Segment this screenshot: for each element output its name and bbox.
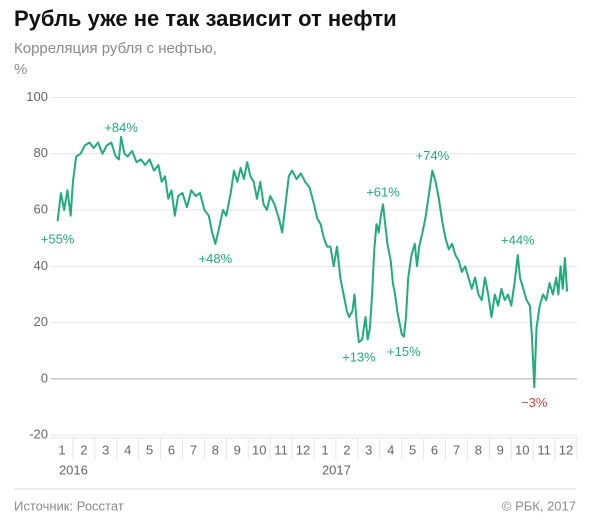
series-line bbox=[56, 135, 569, 389]
x-tick-label: 10 bbox=[252, 442, 266, 457]
y-unit: % bbox=[14, 61, 27, 78]
x-tick-label: 5 bbox=[146, 442, 153, 457]
x-tick-label: 3 bbox=[365, 442, 372, 457]
credit: © РБК, 2017 bbox=[502, 498, 576, 513]
annotation: +44% bbox=[501, 232, 535, 247]
x-tick-label: 6 bbox=[168, 442, 175, 457]
y-tick-label: 0 bbox=[41, 370, 48, 385]
year-label: 2016 bbox=[59, 462, 88, 477]
source: Источник: Росстат bbox=[14, 498, 124, 513]
y-tick-label: 60 bbox=[34, 201, 48, 216]
y-tick-label: 80 bbox=[34, 145, 48, 160]
x-tick-label: 1 bbox=[321, 442, 328, 457]
x-tick-label: 12 bbox=[296, 442, 310, 457]
y-tick-label: 40 bbox=[34, 258, 48, 273]
year-label: 2017 bbox=[322, 462, 351, 477]
annotation: +55% bbox=[41, 232, 75, 247]
x-tick-label: 6 bbox=[431, 442, 438, 457]
chart-subtitle: Корреляция рубля с нефтью, bbox=[14, 40, 217, 57]
x-tick-label: 8 bbox=[212, 442, 219, 457]
y-tick-label: 100 bbox=[26, 89, 48, 104]
x-tick-label: 7 bbox=[190, 442, 197, 457]
x-tick-label: 12 bbox=[559, 442, 573, 457]
annotation: +74% bbox=[416, 148, 450, 163]
x-tick-label: 10 bbox=[515, 442, 529, 457]
y-tick-label: 20 bbox=[34, 314, 48, 329]
annotation: +48% bbox=[199, 251, 233, 266]
x-tick-label: 9 bbox=[497, 442, 504, 457]
x-tick-label: 5 bbox=[409, 442, 416, 457]
annotation: +13% bbox=[342, 350, 376, 365]
x-tick-label: 8 bbox=[475, 442, 482, 457]
x-tick-label: 1 bbox=[58, 442, 65, 457]
x-tick-label: 9 bbox=[234, 442, 241, 457]
x-tick-label: 2 bbox=[80, 442, 87, 457]
annotation: +84% bbox=[104, 120, 138, 135]
x-tick-label: 4 bbox=[387, 442, 394, 457]
x-tick-label: 11 bbox=[274, 442, 288, 457]
x-tick-label: 7 bbox=[453, 442, 460, 457]
chart-title: Рубль уже не так зависит от нефти bbox=[14, 6, 397, 31]
x-tick-label: 2 bbox=[343, 442, 350, 457]
annotation: +61% bbox=[366, 185, 400, 200]
x-tick-label: 4 bbox=[124, 442, 131, 457]
y-tick-label: -20 bbox=[29, 427, 48, 442]
x-tick-label: 11 bbox=[537, 442, 551, 457]
x-tick-label: 3 bbox=[102, 442, 109, 457]
annotation: +15% bbox=[387, 344, 421, 359]
annotation: −3% bbox=[521, 395, 548, 410]
